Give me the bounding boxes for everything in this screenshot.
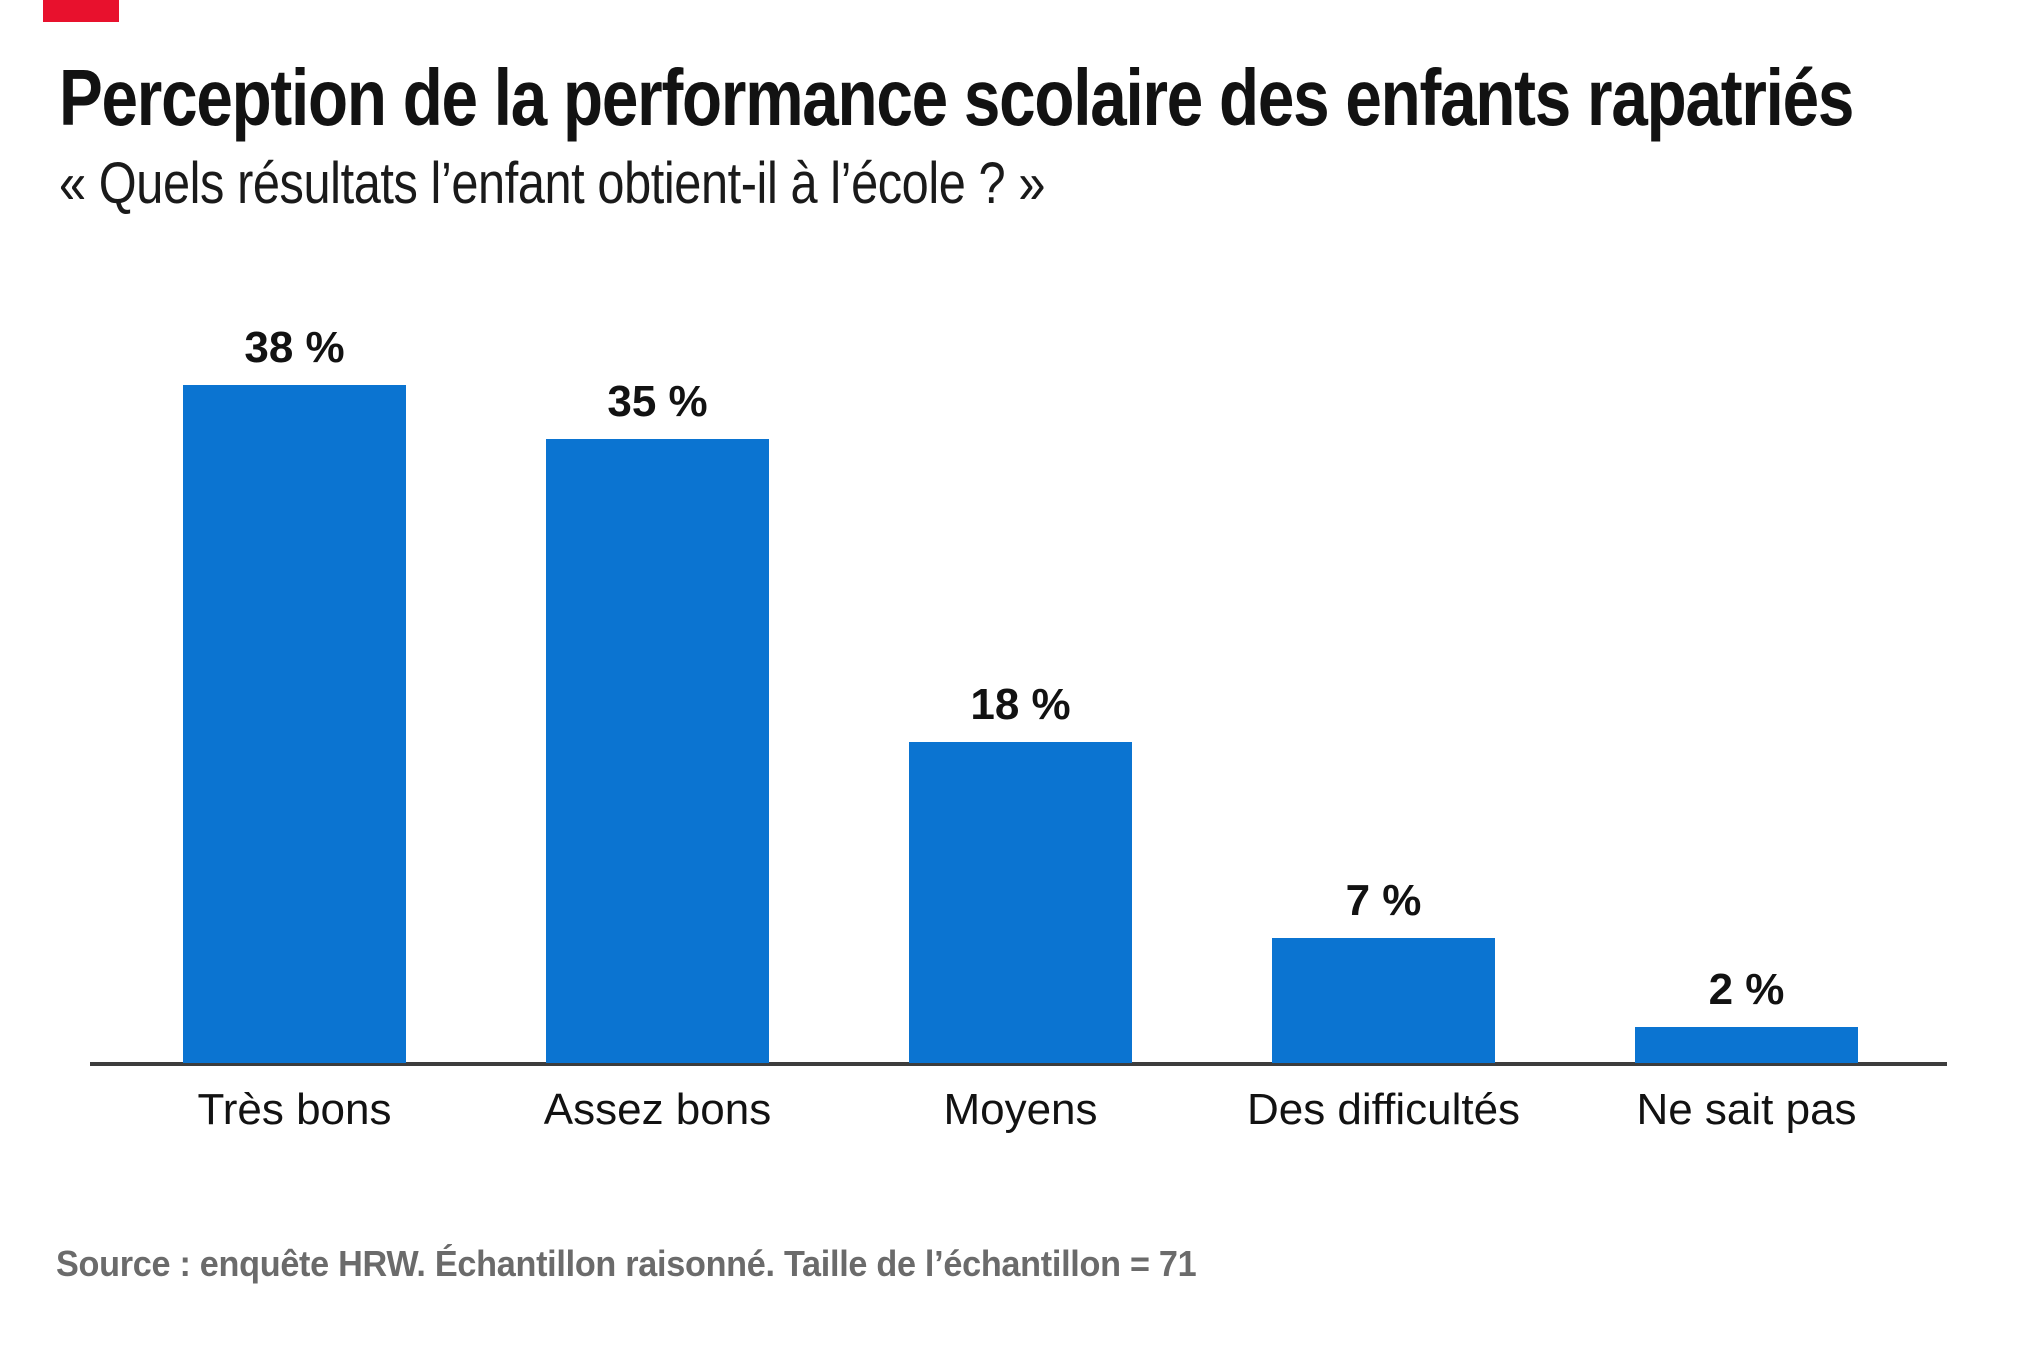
- bar-value-label: 2 %: [1708, 965, 1785, 1014]
- bar: [1635, 1027, 1858, 1063]
- bar: [546, 439, 769, 1063]
- bar: [909, 742, 1132, 1063]
- bar: [1272, 938, 1495, 1063]
- bar-value-label: 18 %: [970, 680, 1071, 729]
- hrw-red-brand-mark: [43, 0, 119, 22]
- x-axis-label: Assez bons: [543, 1085, 772, 1134]
- bar-value-label: 7 %: [1345, 876, 1422, 925]
- chart-title: Perception de la performance scolaire de…: [59, 53, 1854, 142]
- bar: [183, 385, 406, 1063]
- source-note: Source : enquête HRW. Échantillon raison…: [56, 1243, 1197, 1284]
- x-axis-label: Moyens: [943, 1085, 1098, 1134]
- chart-subtitle: « Quels résultats l’enfant obtient-il à …: [59, 151, 1046, 216]
- x-axis-label: Très bons: [197, 1085, 392, 1134]
- bar-value-label: 38 %: [244, 323, 345, 372]
- x-axis-label: Ne sait pas: [1636, 1085, 1857, 1134]
- bar-value-label: 35 %: [607, 377, 708, 426]
- x-axis-line: [90, 1062, 1947, 1066]
- x-axis-label: Des difficultés: [1246, 1085, 1521, 1134]
